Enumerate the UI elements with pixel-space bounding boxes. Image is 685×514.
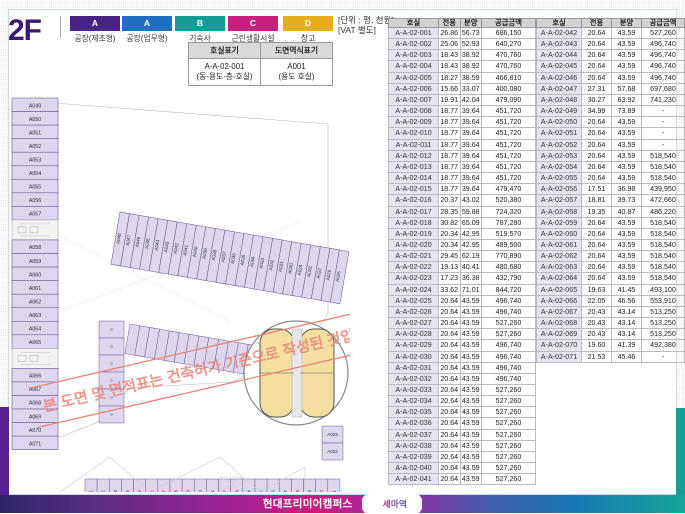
svg-text:A059: A059 — [29, 259, 41, 265]
svg-text:A070: A070 — [29, 428, 41, 434]
svg-text:A054: A054 — [29, 171, 41, 177]
svg-text:A023: A023 — [327, 432, 338, 437]
svg-text:A049: A049 — [29, 103, 41, 109]
svg-text:A071: A071 — [29, 441, 41, 447]
svg-text:A051: A051 — [29, 130, 41, 136]
svg-text:A064: A064 — [29, 327, 41, 333]
svg-text:A058: A058 — [29, 245, 41, 251]
svg-text:A062: A062 — [29, 299, 41, 305]
svg-text:A050: A050 — [29, 117, 41, 123]
svg-text:A063: A063 — [29, 313, 41, 319]
svg-text:A069: A069 — [29, 414, 41, 420]
svg-text:A057: A057 — [29, 212, 41, 218]
svg-text:A061: A061 — [29, 286, 41, 292]
svg-text:A068: A068 — [29, 401, 41, 407]
svg-text:A053: A053 — [29, 158, 41, 164]
svg-text:A060: A060 — [29, 272, 41, 278]
svg-text:A056: A056 — [29, 198, 41, 204]
svg-text:A052: A052 — [29, 144, 41, 150]
svg-text:A066: A066 — [29, 374, 41, 380]
svg-text:A022: A022 — [327, 449, 338, 454]
svg-text:A055: A055 — [29, 185, 41, 191]
svg-text:A065: A065 — [29, 340, 41, 346]
